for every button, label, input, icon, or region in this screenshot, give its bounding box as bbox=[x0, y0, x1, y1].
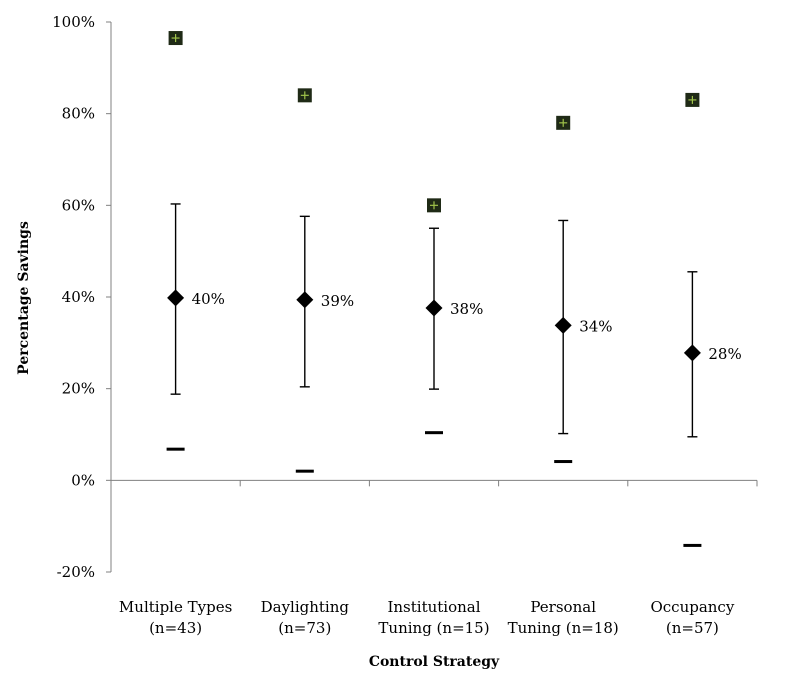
min-point bbox=[554, 460, 573, 464]
category-label-line1: Institutional bbox=[387, 598, 480, 616]
mean-point bbox=[296, 291, 314, 309]
min-point bbox=[425, 431, 443, 435]
category-label-line1: Daylighting bbox=[261, 598, 350, 616]
x-axis-title: Control Strategy bbox=[369, 654, 500, 670]
min-point bbox=[683, 543, 702, 547]
min-point bbox=[166, 447, 185, 451]
y-tick-label: 0% bbox=[71, 471, 95, 489]
y-ticks: -20% 0% 20% 40% 60% 80% 100% bbox=[52, 13, 111, 581]
data-label: 40% bbox=[192, 290, 225, 308]
y-tick-label: -20% bbox=[57, 563, 95, 581]
y-tick-label: 100% bbox=[52, 13, 95, 31]
category-label-line1: Personal bbox=[530, 598, 596, 616]
mean-point bbox=[554, 316, 572, 334]
data-label: 28% bbox=[708, 345, 741, 363]
data-label: 38% bbox=[450, 300, 483, 318]
mean-point bbox=[683, 344, 701, 362]
category-label-line2: (n=57) bbox=[666, 619, 719, 637]
mean-point bbox=[425, 299, 443, 317]
data-label: 34% bbox=[579, 317, 612, 335]
y-tick-label: 80% bbox=[62, 105, 95, 123]
category-label-line1: Multiple Types bbox=[119, 598, 232, 616]
y-tick-label: 60% bbox=[62, 196, 95, 214]
category-label-line1: Occupancy bbox=[650, 598, 734, 616]
y-tick-label: 20% bbox=[62, 380, 95, 398]
category-label-line2: (n=43) bbox=[149, 619, 202, 637]
mean-point bbox=[167, 289, 185, 307]
category-label-line2: Tuning (n=18) bbox=[508, 619, 619, 637]
data-label: 39% bbox=[321, 292, 354, 310]
y-axis-title: Percentage Savings bbox=[16, 221, 32, 375]
data-marks: 40% 39% 38% 34% 28% bbox=[166, 31, 742, 547]
y-tick-label: 40% bbox=[62, 288, 95, 306]
category-label-line2: (n=73) bbox=[278, 619, 331, 637]
category-label-line2: Tuning (n=15) bbox=[378, 619, 489, 637]
x-categories: Multiple Types (n=43) Daylighting (n=73) Ins… bbox=[119, 598, 735, 637]
min-point bbox=[295, 469, 314, 473]
